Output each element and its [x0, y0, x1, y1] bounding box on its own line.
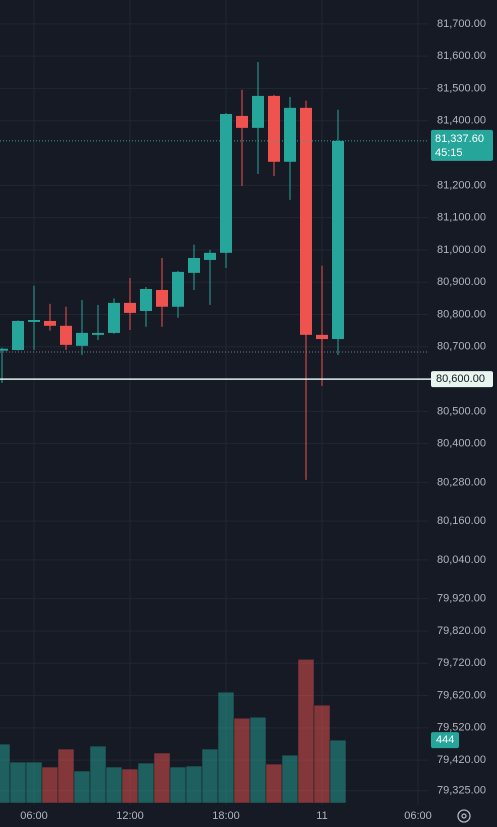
y-tick-label: 80,040.00	[437, 554, 486, 566]
candle-body	[92, 332, 104, 335]
settings-icon[interactable]	[457, 809, 471, 823]
y-tick-label: 79,920.00	[437, 593, 486, 605]
volume-bar	[329, 739, 347, 804]
candle-body	[332, 140, 344, 340]
x-tick-label: 18:00	[212, 810, 240, 822]
volume-bar	[89, 745, 107, 804]
alert-label: 80,600.00	[436, 373, 485, 385]
volume-bar	[153, 752, 171, 804]
volume-bar	[265, 763, 283, 804]
y-tick-label: 79,325.00	[437, 785, 486, 797]
y-tick-label: 81,100.00	[437, 212, 486, 224]
gear-hub[interactable]	[461, 813, 467, 819]
volume-bar	[297, 659, 315, 804]
overlay: 81,337.60 45:15 80,600.00 444	[0, 129, 493, 749]
candle-body	[316, 334, 328, 340]
x-tick-label: 11	[316, 810, 327, 822]
countdown: 45:15	[435, 147, 463, 159]
candle-body	[268, 95, 280, 162]
grid	[0, 0, 428, 805]
volume-bar	[169, 766, 187, 804]
candle-body	[28, 319, 40, 322]
volume-bar	[233, 717, 251, 804]
candle-body	[60, 325, 72, 345]
last-price-label: 81,337.60	[435, 133, 484, 145]
volume-bar	[73, 770, 91, 804]
candle-body	[0, 348, 8, 351]
volume-bar	[185, 765, 203, 804]
alert-box	[431, 371, 493, 388]
x-tick-label: 06:00	[404, 810, 432, 822]
y-tick-label: 81,600.00	[437, 50, 486, 62]
volume-bar	[0, 743, 11, 804]
candle-body	[300, 107, 312, 335]
y-tick-label: 81,700.00	[437, 18, 486, 30]
y-tick-label: 80,280.00	[437, 476, 486, 488]
candle-body	[44, 320, 56, 326]
x-tick-label: 12:00	[116, 810, 144, 822]
y-tick-label: 81,400.00	[437, 115, 486, 127]
y-tick-label: 80,160.00	[437, 515, 486, 527]
y-tick-label: 81,500.00	[437, 82, 486, 94]
volume-box	[431, 732, 459, 749]
volume-pane	[0, 659, 347, 804]
volume-bar	[41, 766, 59, 804]
volume-bar	[137, 762, 155, 804]
volume-bar	[249, 716, 267, 804]
candles	[0, 61, 344, 480]
y-tick-label: 81,000.00	[437, 244, 486, 256]
x-tick-label: 06:00	[20, 810, 48, 822]
volume-label: 444	[436, 734, 454, 746]
volume-bar	[105, 766, 123, 804]
volume-bar	[281, 754, 299, 804]
candle-body	[108, 302, 120, 333]
candle-body	[188, 258, 200, 273]
candle-body	[236, 115, 248, 128]
candle-body	[124, 302, 136, 313]
y-tick-label: 79,720.00	[437, 657, 486, 669]
candle-body	[140, 288, 152, 311]
candle-body	[220, 113, 232, 253]
candle-body	[252, 95, 264, 128]
y-tick-label: 80,800.00	[437, 308, 486, 320]
volume-bar	[57, 748, 75, 804]
y-tick-label: 79,520.00	[437, 722, 486, 734]
candle-body	[156, 289, 168, 307]
y-tick-label: 79,820.00	[437, 625, 486, 637]
candle-body	[284, 107, 296, 162]
candle-body	[12, 320, 24, 351]
y-tick-label: 79,420.00	[437, 754, 486, 766]
y-tick-label: 80,500.00	[437, 405, 486, 417]
volume-bar	[9, 761, 27, 804]
volume-bar	[313, 704, 331, 804]
y-tick-label: 80,700.00	[437, 341, 486, 353]
candle-body	[172, 271, 184, 307]
candle-body	[76, 332, 88, 346]
candle-body	[204, 252, 216, 260]
y-tick-label: 81,200.00	[437, 179, 486, 191]
gear[interactable]	[457, 809, 471, 823]
volume-bar	[201, 748, 219, 804]
volume-bar	[25, 761, 43, 804]
last-price-box	[431, 129, 493, 161]
y-tick-label: 80,400.00	[437, 438, 486, 450]
volume-bar	[121, 768, 139, 804]
y-tick-label: 79,620.00	[437, 689, 486, 701]
y-tick-label: 80,900.00	[437, 276, 486, 288]
volume-bar	[217, 691, 235, 804]
